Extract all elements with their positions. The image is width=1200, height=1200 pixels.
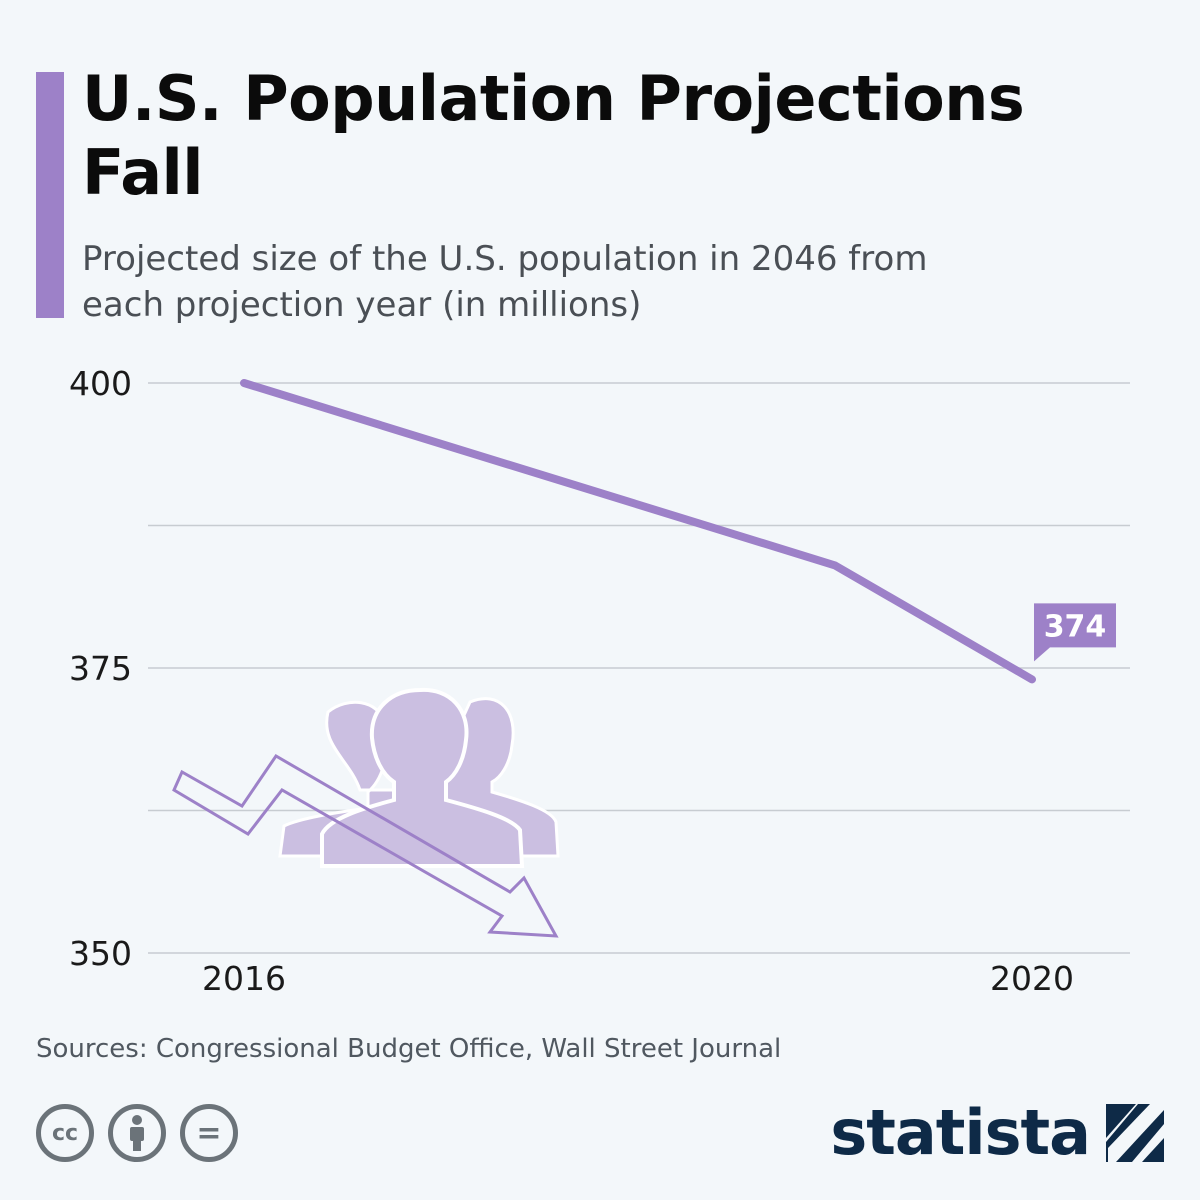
y-tick-label: 400 — [69, 364, 132, 403]
declining-population-icon — [172, 687, 560, 938]
grid-lines — [148, 382, 1130, 954]
data-label: 374 — [1044, 609, 1107, 644]
page-title: U.S. Population Projections Fall — [82, 62, 1025, 209]
series-line — [240, 379, 1036, 684]
sources-note: Sources: Congressional Budget Office, Wa… — [36, 1034, 782, 1064]
down-trend-arrow-icon — [172, 754, 559, 938]
cc-icon[interactable]: cc — [36, 1104, 94, 1162]
page-subtitle: Projected size of the U.S. population in… — [82, 239, 928, 325]
no-derivatives-icon[interactable]: = — [180, 1104, 238, 1162]
y-tick-label: 350 — [69, 934, 132, 973]
series-line-layer — [240, 379, 1036, 684]
y-tick-label: 375 — [69, 649, 132, 688]
license-icons: cc = — [36, 1104, 238, 1162]
title-accent-bar — [36, 72, 64, 318]
nd-symbol: = — [196, 1115, 222, 1151]
data-label-callout — [1034, 603, 1116, 662]
person-icon — [130, 1115, 144, 1151]
statista-logo[interactable]: statista — [830, 1096, 1164, 1169]
cc-symbol: cc — [51, 1120, 79, 1146]
statista-logo-icon — [1106, 1103, 1164, 1162]
x-tick-label: 2016 — [202, 959, 286, 998]
brand-name: statista — [830, 1096, 1091, 1169]
person-silhouette-icon — [320, 687, 525, 868]
line-chart: 400 375 350 2016 2020 374 — [69, 364, 1130, 998]
attribution-icon[interactable] — [108, 1104, 166, 1162]
x-tick-label: 2020 — [990, 959, 1074, 998]
axis-labels: 400 375 350 2016 2020 374 — [69, 364, 1116, 998]
